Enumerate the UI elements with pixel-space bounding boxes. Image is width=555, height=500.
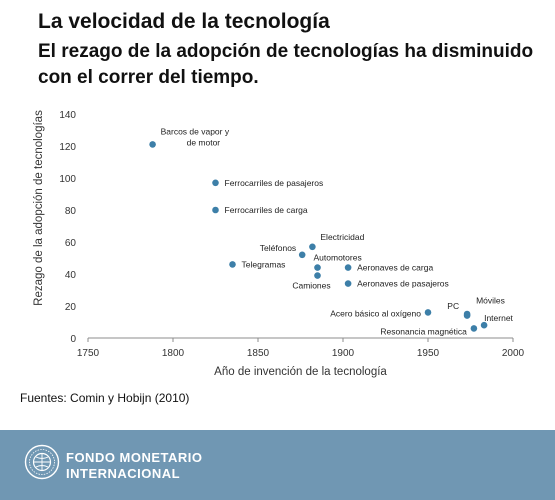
data-point	[314, 264, 321, 271]
data-point	[229, 261, 236, 268]
y-tick-label: 80	[65, 206, 77, 217]
y-tick-label: 100	[59, 174, 76, 185]
data-label: Barcos de vapor y de motor	[161, 126, 230, 147]
y-tick-label: 0	[70, 334, 76, 345]
y-tick-label: 140	[59, 110, 76, 121]
scatter-chart: 1750 1800 1850 1900 1950 2000 0 20 40 60 80 100 120 1…	[33, 110, 525, 378]
footer-bar: FONDO MONETARIO INTERNACIONAL	[0, 430, 555, 500]
data-label: Teléfonos	[260, 243, 296, 253]
data-point	[344, 264, 352, 271]
data-point	[314, 272, 321, 279]
data-label: Internet	[484, 313, 513, 323]
data-point	[480, 321, 488, 329]
page-subtitle: El rezago de la adopción de tecnologías …	[38, 41, 534, 88]
data-label: Telegramas	[242, 259, 286, 269]
data-label: Aeronaves de carga	[357, 263, 433, 273]
org-name-line2: INTERNACIONAL	[66, 466, 181, 481]
data-label: PC	[447, 301, 459, 311]
x-axis-title: Año de invención de la tecnología	[214, 366, 387, 378]
x-tick-label: 1900	[332, 348, 355, 359]
data-label: Electricidad	[320, 232, 364, 242]
org-name: FONDO MONETARIO INTERNACIONAL	[66, 450, 203, 482]
data-label: Automotores	[314, 253, 362, 263]
x-tick-label: 1800	[162, 348, 185, 359]
data-point	[344, 280, 352, 287]
x-tick-label: 2000	[502, 348, 525, 359]
data-point	[212, 179, 219, 187]
data-label: Camiones	[292, 281, 330, 291]
y-axis-title: Rezago de la adopción de tecnologías	[33, 110, 45, 306]
data-point	[463, 312, 471, 319]
data-point	[470, 325, 478, 332]
data-point	[149, 141, 156, 148]
source-note: Fuentes: Comin y Hobijn (2010)	[20, 391, 190, 405]
x-tick-label: 1750	[77, 348, 100, 359]
x-tick-label: 1950	[417, 348, 440, 359]
page-title: La velocidad de la tecnología	[38, 10, 330, 33]
data-label: Aeronaves de pasajeros	[357, 279, 449, 289]
org-name-line1: FONDO MONETARIO	[66, 450, 203, 465]
y-tick-label: 120	[59, 142, 76, 153]
data-point	[424, 309, 432, 316]
data-point	[212, 206, 219, 214]
data-label: Móviles	[476, 296, 505, 306]
data-label: Resonancia magnética	[380, 326, 467, 336]
data-point	[309, 243, 316, 251]
imf-seal-icon	[24, 444, 60, 480]
x-tick-label: 1850	[247, 348, 270, 359]
y-tick-label: 60	[65, 238, 77, 249]
data-label: Ferrocarriles de pasajeros	[225, 178, 324, 188]
data-label: Ferrocarriles de carga	[225, 205, 308, 215]
y-tick-label: 40	[65, 270, 77, 281]
data-point	[298, 251, 306, 259]
y-tick-label: 20	[65, 302, 77, 313]
data-label: Acero básico al oxígeno	[330, 308, 421, 318]
